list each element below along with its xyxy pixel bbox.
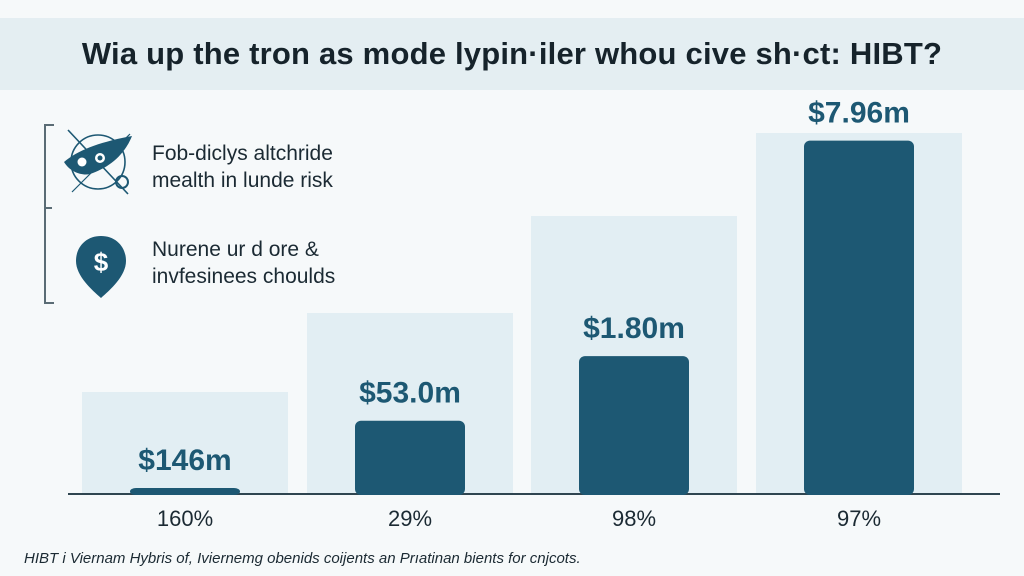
bar <box>130 488 240 495</box>
legend-item-2: Nurene ur d ore & invfesinees choulds <box>152 236 335 290</box>
legend-item-1-line-2: mealth in lunde risk <box>152 169 333 192</box>
bar <box>355 420 465 495</box>
dollar-pin-icon: $ <box>74 234 128 300</box>
svg-text:$: $ <box>94 247 109 277</box>
legend-item-1: Fob-diclys altchride mealth in lunde ris… <box>152 140 333 194</box>
bar-data-label: $1.80m <box>583 312 685 345</box>
title-band: Wia up the tron as mode lypin·iler whou … <box>0 18 1024 90</box>
bar-data-label: $7.96m <box>808 97 910 130</box>
rocket-icon <box>60 124 136 200</box>
chart-title: Wia up the tron as mode lypin·iler whou … <box>81 36 943 71</box>
x-tick-label: 160% <box>157 506 213 531</box>
bar-data-label: $146m <box>138 444 231 477</box>
bar <box>804 140 914 495</box>
legend-bracket-tick <box>44 207 52 209</box>
x-tick-label: 97% <box>837 506 881 531</box>
legend-item-1-line-1: Fob-diclys altchride <box>152 142 333 165</box>
legend-bracket <box>44 124 54 304</box>
bar-panel <box>82 392 288 494</box>
bar <box>579 356 689 495</box>
caption: HIBT i Viernam Hybris of, Iviernemg oben… <box>24 550 581 567</box>
bar-data-label: $53.0m <box>359 377 461 410</box>
x-tick-label: 29% <box>388 506 432 531</box>
x-tick-label: 98% <box>612 506 656 531</box>
legend-item-2-line-2: invfesinees choulds <box>152 265 336 288</box>
legend-item-2-line-1: Nurene ur d ore & <box>152 238 319 261</box>
